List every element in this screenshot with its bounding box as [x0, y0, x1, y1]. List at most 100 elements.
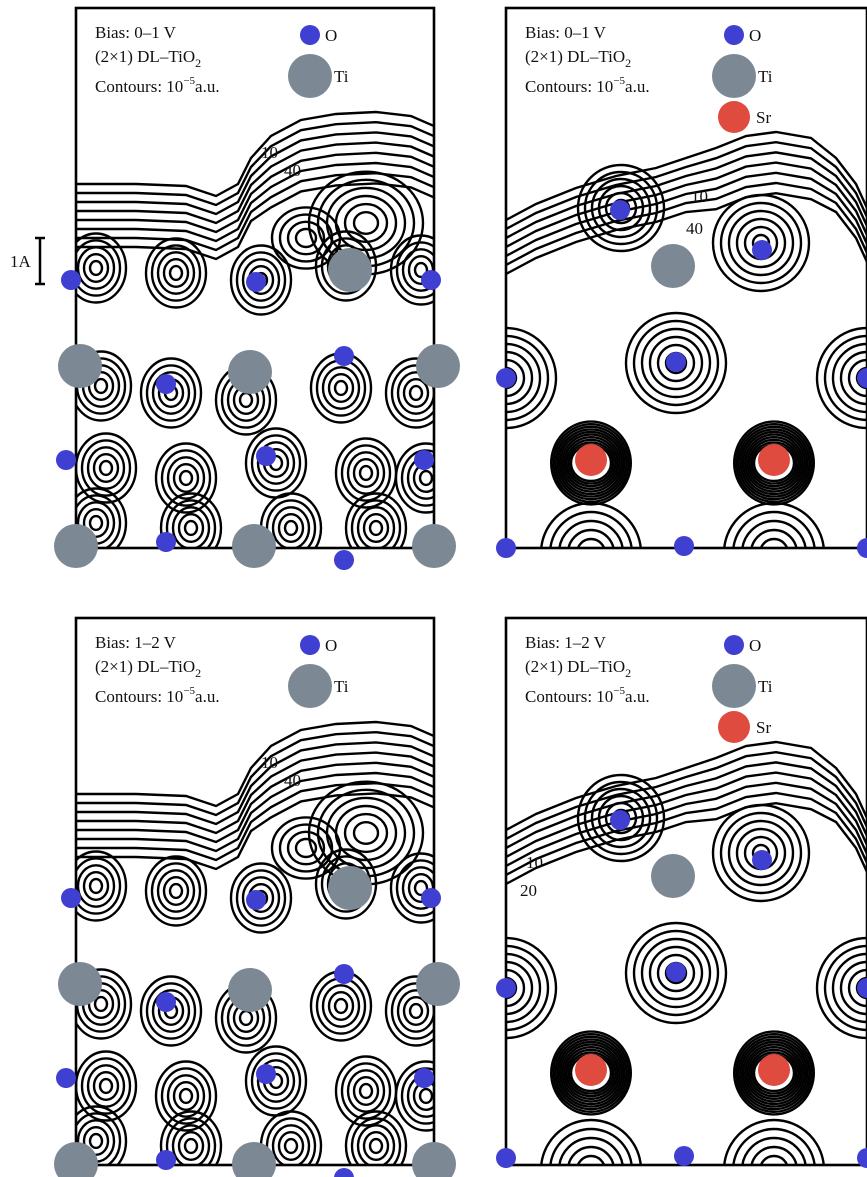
contour-ring	[656, 343, 696, 383]
contour-ring	[389, 852, 434, 924]
contour-ring	[76, 864, 116, 908]
contour-ring	[171, 1124, 211, 1165]
contour-ring	[159, 492, 223, 548]
contour-ring	[327, 373, 355, 404]
contour-ring	[350, 499, 402, 548]
oxygen-atom	[674, 536, 694, 556]
contour-ring	[506, 968, 526, 1008]
contour-ring	[839, 960, 867, 1016]
oxygen-atom	[421, 270, 441, 290]
contour-ring	[278, 213, 334, 263]
contour-ring	[82, 508, 110, 539]
contour-ring	[597, 184, 645, 232]
iso-line	[506, 161, 867, 249]
oxygen-atom	[724, 25, 744, 45]
titanium-atom	[54, 524, 98, 568]
oxygen-atom	[421, 888, 441, 908]
contour-ring	[815, 326, 867, 430]
oxygen-atom	[496, 978, 516, 998]
contour-ring	[815, 936, 867, 1040]
contour-ring	[732, 510, 816, 548]
contour-ring	[744, 433, 805, 493]
contour-ring	[656, 953, 696, 993]
bias-label: Bias: 1–2 V	[95, 633, 177, 652]
contour-ring	[567, 528, 615, 548]
oxygen-atom	[334, 964, 354, 984]
contour-ring	[352, 1075, 380, 1106]
contour-ring	[327, 991, 355, 1022]
contour-lines	[506, 740, 867, 1165]
contour-ring	[590, 787, 652, 849]
contour-ring	[346, 1069, 386, 1113]
contour-ring	[168, 264, 184, 282]
iso-line	[76, 792, 434, 871]
contour-ring	[719, 201, 803, 285]
oxygen-atom	[724, 635, 744, 655]
contour-ring	[346, 451, 386, 495]
titanium-atom	[712, 54, 756, 98]
contour-ring	[86, 1064, 126, 1108]
titanium-atom	[412, 1142, 456, 1177]
panel-top-right: Bias: 0–1 V (2×1) DL–TiO2 Contours: 10−5a.…	[496, 6, 867, 558]
contour-ring	[741, 1136, 807, 1165]
contour-ring	[82, 252, 110, 283]
titanium-atom	[651, 244, 695, 288]
contour-lines	[76, 720, 434, 1165]
contour-ring	[340, 444, 392, 502]
oxygen-atom	[414, 450, 434, 470]
contour-ring	[178, 1087, 194, 1105]
contour-ring	[750, 1051, 798, 1095]
contour-ring	[356, 506, 396, 548]
contour-ring	[759, 1154, 789, 1165]
contour-ring	[640, 937, 712, 1009]
contour-ring	[759, 537, 789, 548]
strontium-atom	[718, 101, 750, 133]
contour-ring	[183, 519, 199, 537]
legend-ti-label: Ti	[758, 67, 773, 86]
contour-ring	[823, 944, 867, 1032]
contours-label: Contours: 10−5a.u.	[95, 685, 220, 706]
iso-line	[76, 720, 434, 808]
contour-ring	[506, 342, 542, 414]
contour-ring	[162, 258, 190, 289]
contour-ring	[265, 1117, 317, 1165]
titanium-atom	[712, 664, 756, 708]
iso-line	[76, 751, 434, 835]
titanium-atom	[651, 854, 695, 898]
contour-ring	[139, 975, 203, 1047]
contour-ring	[389, 234, 434, 306]
contour-ring	[401, 866, 434, 910]
contour-ring	[723, 501, 825, 548]
contour-ring	[748, 1048, 800, 1098]
oxygen-atom	[156, 992, 176, 1012]
contour-ring	[561, 1043, 622, 1103]
oxygen-atom	[334, 346, 354, 366]
legend-o-label: O	[325, 636, 337, 655]
iso-line	[506, 151, 867, 240]
oxygen-atom	[56, 450, 76, 470]
oxygen-atom	[61, 888, 81, 908]
contour-ring	[76, 1105, 128, 1165]
contour-ring	[831, 342, 867, 414]
iso-line	[76, 761, 434, 844]
contour-ring	[159, 1110, 223, 1165]
contour-ring	[746, 436, 802, 491]
contour-value-label: 40	[686, 219, 703, 238]
contour-ring	[506, 944, 550, 1032]
titanium-atom	[288, 664, 332, 708]
contour-ring	[238, 1009, 254, 1027]
contour-ring	[92, 1070, 120, 1101]
contour-ring	[294, 227, 318, 249]
iso-line	[506, 771, 867, 859]
contour-ring	[172, 463, 200, 494]
contour-ring	[390, 364, 434, 422]
contour-ring	[343, 202, 389, 244]
iso-line	[506, 761, 867, 850]
contour-ring	[394, 1060, 434, 1132]
contour-ring	[76, 246, 116, 290]
contour-ring	[93, 995, 109, 1013]
contour-ring	[576, 773, 666, 863]
contour-ring	[334, 437, 398, 509]
contour-ring	[76, 239, 122, 297]
titanium-atom	[416, 962, 460, 1006]
